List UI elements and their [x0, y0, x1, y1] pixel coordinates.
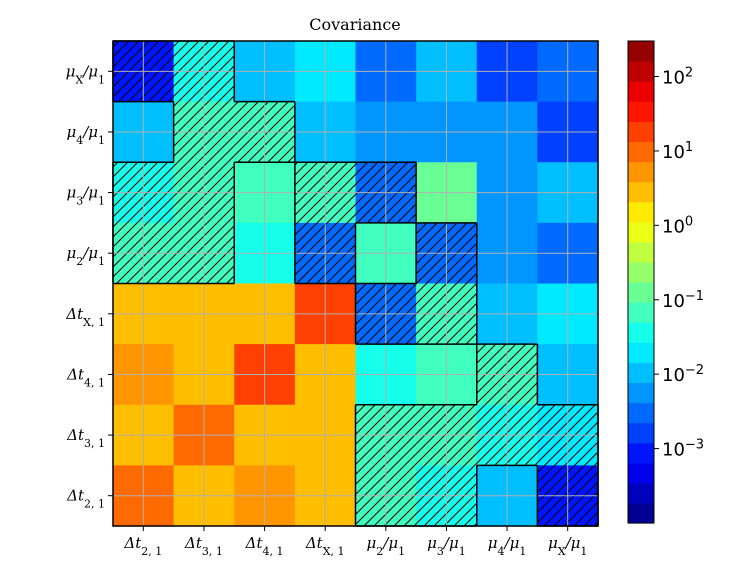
chart-title: Covariance: [309, 15, 401, 34]
x-tick-label-6: μ4/μ1: [488, 534, 527, 558]
colorbar-segment-18: [628, 141, 654, 163]
colorbar-tick-label-5: 10−3: [662, 437, 704, 461]
colorbar-segment-16: [628, 181, 654, 203]
colorbar-segment-9: [628, 322, 654, 343]
colorbar-tick-label-3: 10−1: [662, 288, 704, 312]
x-tick-label-0: Δt2, 1: [123, 534, 162, 558]
colorbar-segment-6: [628, 382, 654, 404]
colorbar-segment-21: [628, 81, 654, 102]
colorbar-tick-label-0: 102: [662, 65, 693, 89]
x-tick-label-5: μ3/μ1: [427, 534, 466, 558]
colorbar-tick-label-1: 101: [662, 139, 693, 163]
colorbar-segment-14: [628, 221, 654, 243]
colorbar-segment-12: [628, 261, 654, 283]
x-tick-label-7: μX/μ1: [548, 534, 587, 558]
x-tick-label-4: μ2/μ1: [367, 534, 406, 558]
plot-frame: [112, 40, 599, 527]
colorbar-segment-13: [628, 241, 654, 263]
colorbar-tick-label-2: 100: [662, 214, 693, 238]
colorbar-segment-5: [628, 402, 654, 424]
colorbar-segment-4: [628, 422, 654, 444]
colorbar-segment-23: [628, 41, 654, 62]
colorbar-tick-label-4: 10−2: [662, 363, 704, 387]
colorbar-segment-1: [628, 482, 654, 504]
colorbar-segment-8: [628, 342, 654, 363]
colorbar-segment-7: [628, 362, 654, 384]
colorbar-segment-2: [628, 462, 654, 484]
y-tick-label-3: μ2/μ1: [66, 244, 105, 268]
x-tick-label-3: ΔtX, 1: [305, 534, 345, 558]
colorbar-frame: [627, 40, 655, 524]
colorbar-segment-17: [628, 161, 654, 183]
colorbar-segment-22: [628, 61, 654, 82]
colorbar-segment-11: [628, 282, 654, 303]
y-tick-label-6: Δt3, 1: [66, 426, 105, 450]
colorbar-segment-19: [628, 121, 654, 143]
y-tick-label-2: μ3/μ1: [66, 184, 105, 208]
colorbar-segment-20: [628, 101, 654, 122]
y-tick-label-7: Δt2, 1: [66, 487, 105, 511]
y-tick-label-1: μ4/μ1: [66, 123, 105, 147]
y-tick-label-4: ΔtX, 1: [65, 305, 105, 329]
x-tick-label-2: Δt4, 1: [245, 534, 284, 558]
colorbar-segment-15: [628, 201, 654, 223]
x-tick-label-1: Δt3, 1: [184, 534, 223, 558]
colorbar-segment-0: [628, 502, 654, 524]
y-tick-label-0: μX/μ1: [66, 62, 105, 86]
colorbar-segment-10: [628, 302, 654, 323]
colorbar-segment-3: [628, 442, 654, 464]
y-tick-label-5: Δt4, 1: [66, 365, 105, 389]
